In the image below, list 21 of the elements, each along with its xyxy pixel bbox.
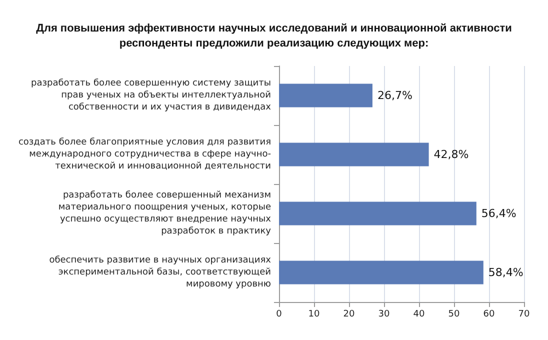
data-label: 26,7% xyxy=(377,89,412,102)
x-tick-label: 60 xyxy=(483,310,495,320)
x-tick-label: 20 xyxy=(343,310,355,320)
x-tick-label: 70 xyxy=(518,310,530,320)
data-label: 56,4% xyxy=(481,207,516,220)
y-tick-label: создать более благоприятные условия для развития международного сотрудничества в сфере научно- технической и инновационной деятельности xyxy=(18,138,272,172)
y-tick-label: разработать более совершенный механизм материального поощрения ученых, которые успешно осуществляют внедрение научных разработок в практику xyxy=(58,190,272,236)
x-tick-label: 40 xyxy=(413,310,425,320)
x-tick-label: 10 xyxy=(308,310,320,320)
x-tick-label: 30 xyxy=(378,310,390,320)
data-label: 58,4% xyxy=(488,266,524,279)
data-label: 42,8% xyxy=(434,148,469,161)
bar xyxy=(279,84,372,108)
x-tick-label: 50 xyxy=(448,310,460,320)
chart-title: Для повышения эффективности научных исследований и инновационной активности респонденты предложили реализацию следующих мер: xyxy=(36,22,512,50)
bar xyxy=(279,260,484,284)
y-tick-label: обеспечить развитие в научных организациях экспериментальной базы, соответствующей мировому уровню xyxy=(49,256,272,290)
y-tick-label: разработать более совершенную систему защиты прав ученых на объекты интеллектуальной собственности и их участия в дивидендах xyxy=(31,78,272,112)
x-tick-label: 0 xyxy=(276,310,282,320)
bar xyxy=(279,142,429,166)
bar xyxy=(279,202,476,226)
